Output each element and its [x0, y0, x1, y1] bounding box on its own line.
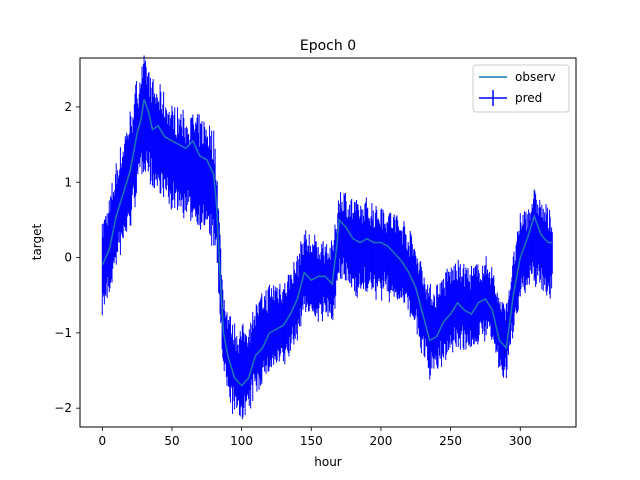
- y-tick-label: −1: [54, 326, 72, 340]
- legend-observ-label: observ: [515, 70, 556, 84]
- axes-frame: [79, 57, 577, 428]
- chart-title: Epoch 0: [300, 38, 356, 54]
- y-axis-label: target: [30, 223, 44, 260]
- y-axis: −2 −1 0 1 2: [54, 100, 80, 415]
- x-axis: 0 50 100 150 200 250 300: [98, 427, 532, 448]
- x-tick-label: 300: [509, 434, 532, 448]
- pred-line: [101, 108, 553, 376]
- x-tick-label: 150: [300, 434, 323, 448]
- y-tick-label: 0: [64, 251, 72, 265]
- x-tick-label: 250: [439, 434, 462, 448]
- series-lines: [101, 99, 553, 387]
- x-tick-label: 0: [98, 434, 106, 448]
- observ-line: [101, 99, 553, 387]
- x-axis-label: hour: [314, 455, 342, 469]
- x-tick-label: 200: [369, 434, 392, 448]
- legend-pred-label: pred: [515, 91, 542, 105]
- x-tick-label: 50: [164, 434, 179, 448]
- y-tick-label: 2: [64, 100, 72, 114]
- y-tick-label: 1: [64, 175, 72, 189]
- x-tick-label: 100: [230, 434, 253, 448]
- y-tick-label: −2: [54, 401, 72, 415]
- pred-errorbars: [101, 55, 553, 420]
- legend: observ pred: [472, 64, 570, 113]
